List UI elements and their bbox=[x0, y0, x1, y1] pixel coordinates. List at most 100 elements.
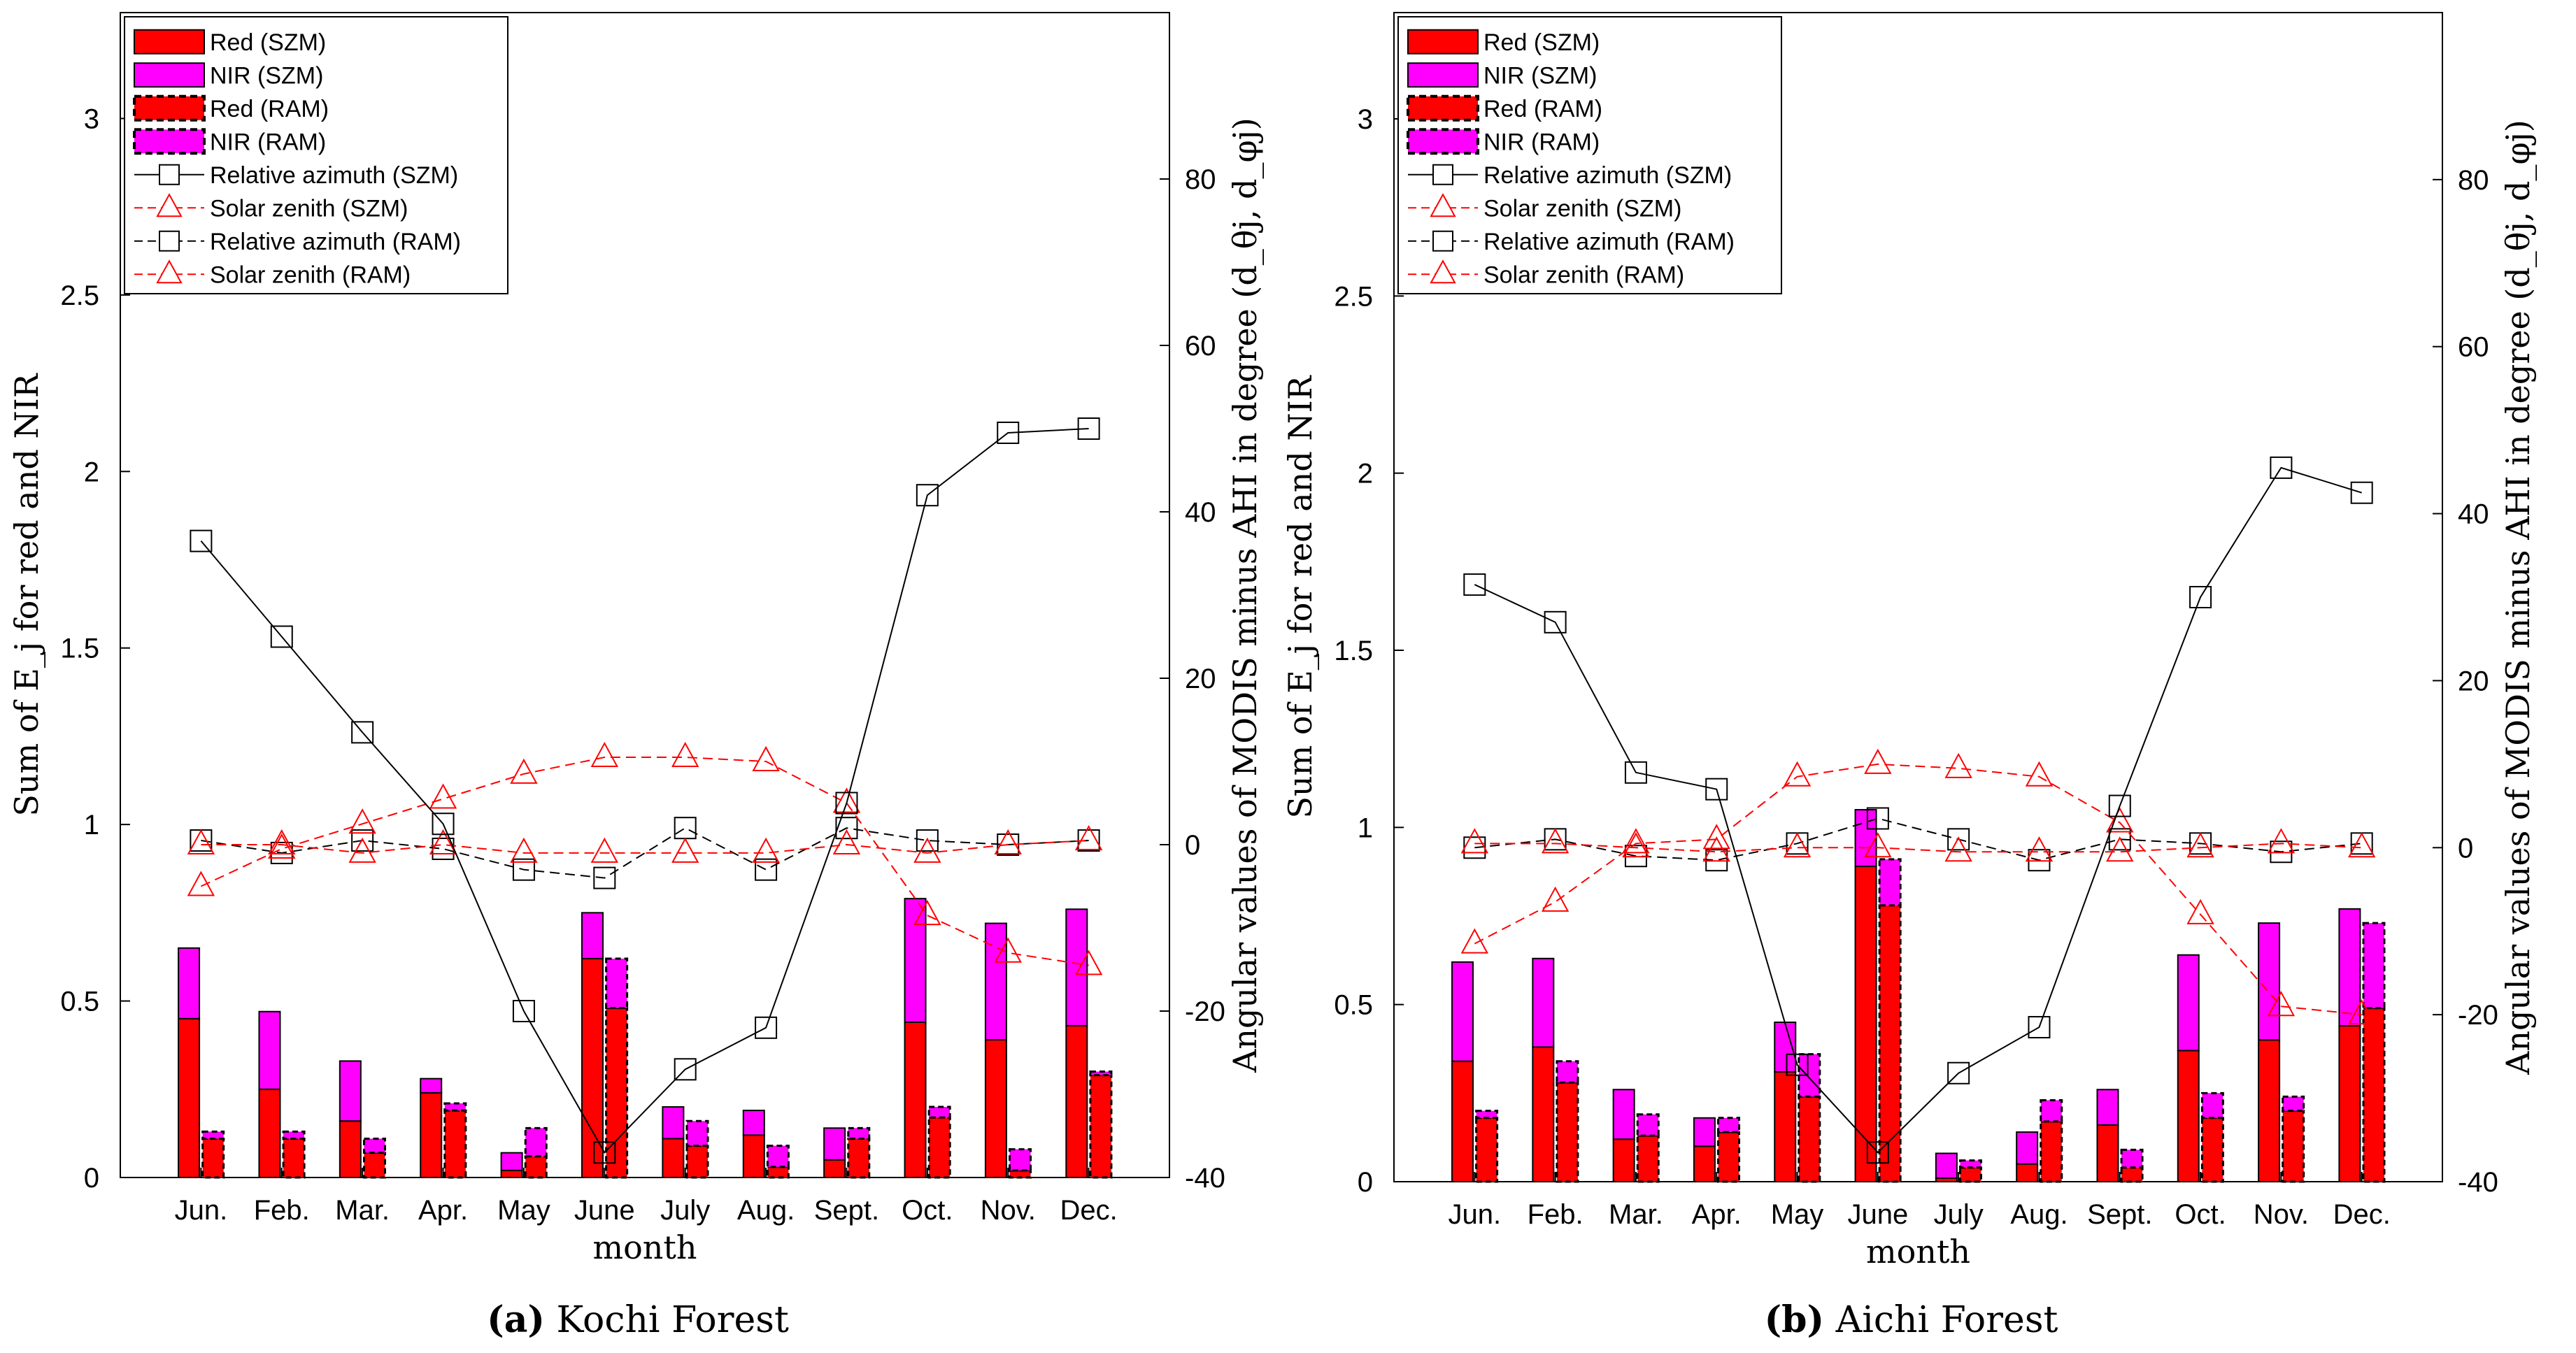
bar-nir-szm bbox=[420, 1078, 443, 1094]
legend-marker-square bbox=[1432, 164, 1453, 185]
marker-solar-zenith-szm bbox=[429, 783, 457, 809]
bar-red-ram bbox=[1636, 1134, 1660, 1183]
bar-nir-ram bbox=[1089, 1071, 1113, 1077]
marker-solar-zenith-szm bbox=[1944, 752, 1972, 778]
plot-frame bbox=[120, 12, 1170, 1178]
right-tick-label: 40 bbox=[2458, 499, 2489, 530]
line-relative-azimuth-szm bbox=[200, 428, 1089, 1154]
bar-red-ram bbox=[2282, 1110, 2305, 1183]
legend-label: Solar zenith (RAM) bbox=[1483, 262, 1684, 288]
bar-red-ram bbox=[1009, 1169, 1032, 1179]
marker-relative-azimuth-szm bbox=[512, 1000, 535, 1022]
bar-nir-ram bbox=[2362, 922, 2386, 1010]
marker-solar-zenith-szm bbox=[1622, 828, 1650, 854]
line-relative-azimuth-ram bbox=[1474, 817, 2362, 861]
bar-red-szm bbox=[2338, 1025, 2361, 1182]
bar-red-szm bbox=[984, 1039, 1007, 1179]
bar-red-szm bbox=[2258, 1039, 2281, 1183]
bar-nir-szm bbox=[1854, 809, 1877, 868]
x-tick-label: Apr. bbox=[1692, 1199, 1742, 1230]
legend-label: NIR (SZM) bbox=[210, 62, 323, 89]
left-tick-label: 1 bbox=[84, 810, 99, 840]
marker-relative-azimuth-szm bbox=[1786, 1053, 1809, 1076]
x-tick-label: July bbox=[660, 1195, 710, 1226]
marker-solar-zenith-szm bbox=[187, 871, 215, 896]
figure-caption: (a) Kochi Forest bbox=[487, 1298, 789, 1341]
bar-red-ram bbox=[2040, 1120, 2063, 1183]
marker-relative-azimuth-szm bbox=[674, 1058, 697, 1081]
marker-solar-zenith-szm bbox=[752, 745, 780, 771]
marker-solar-zenith-ram bbox=[2186, 832, 2214, 858]
legend: Red (SZM) NIR (SZM) Red (RAM) NIR (RAM) Rela… bbox=[1397, 16, 1782, 294]
line-relative-azimuth-ram bbox=[201, 827, 1089, 879]
marker-solar-zenith-ram bbox=[994, 829, 1022, 854]
legend-label: Relative azimuth (RAM) bbox=[1483, 229, 1735, 255]
bar-nir-szm bbox=[662, 1106, 685, 1140]
x-tick-label: June bbox=[1847, 1199, 1908, 1230]
legend-swatch bbox=[1407, 128, 1479, 155]
marker-relative-azimuth-ram bbox=[916, 829, 939, 852]
marker-solar-zenith-szm bbox=[1541, 886, 1570, 912]
marker-solar-zenith-szm bbox=[1702, 824, 1730, 850]
marker-solar-zenith-szm bbox=[2348, 999, 2376, 1025]
bar-red-szm bbox=[2177, 1050, 2200, 1182]
x-tick-label: Sept. bbox=[2087, 1199, 2152, 1230]
marker-relative-azimuth-szm bbox=[755, 1016, 778, 1039]
bar-nir-ram bbox=[605, 957, 629, 1010]
left-tick-label: 0.5 bbox=[60, 987, 99, 1017]
marker-relative-azimuth-ram bbox=[2270, 840, 2293, 864]
left-tick-label: 2.5 bbox=[60, 280, 99, 311]
legend-label: NIR (SZM) bbox=[1483, 62, 1597, 89]
left-tick-label: 0.5 bbox=[1334, 990, 1373, 1021]
legend-label: Relative azimuth (RAM) bbox=[210, 229, 461, 255]
bar-red-szm bbox=[1532, 1046, 1555, 1183]
left-tick-label: 2.5 bbox=[1334, 281, 1373, 312]
x-tick-label: May bbox=[497, 1195, 550, 1226]
bar-nir-ram bbox=[1636, 1113, 1660, 1137]
right-tick-label: -20 bbox=[2458, 1000, 2498, 1031]
marker-solar-zenith-szm bbox=[268, 833, 296, 859]
marker-solar-zenith-szm bbox=[1864, 748, 1892, 774]
bar-red-ram bbox=[1958, 1166, 1982, 1183]
bar-nir-szm bbox=[2096, 1089, 2119, 1126]
right-tick-label: 80 bbox=[1185, 164, 1216, 195]
x-tick-label: Mar. bbox=[1609, 1199, 1663, 1230]
bar-red-ram bbox=[2200, 1117, 2224, 1183]
legend-marker-square bbox=[159, 164, 180, 185]
bar-red-szm bbox=[1693, 1145, 1716, 1183]
legend-label: Solar zenith (SZM) bbox=[1483, 195, 1681, 222]
marker-relative-azimuth-ram bbox=[755, 858, 778, 881]
x-tick-label: Mar. bbox=[335, 1195, 390, 1226]
marker-solar-zenith-ram bbox=[187, 829, 215, 854]
x-axis-label: month bbox=[1866, 1233, 1970, 1270]
x-tick-label: July bbox=[1934, 1199, 1984, 1230]
marker-solar-zenith-ram bbox=[1864, 832, 1892, 858]
bar-red-ram bbox=[1475, 1117, 1499, 1183]
right-tick-label: 80 bbox=[2458, 165, 2489, 196]
bar-nir-szm bbox=[1532, 957, 1555, 1048]
marker-relative-azimuth-ram bbox=[674, 817, 697, 840]
bar-nir-ram bbox=[524, 1126, 548, 1158]
y-axis-label-left: Sum of E_j for red and NIR bbox=[1281, 375, 1319, 818]
caption-text: Kochi Forest bbox=[545, 1299, 789, 1341]
marker-relative-azimuth-szm bbox=[916, 484, 939, 507]
legend-marker-triangle bbox=[156, 193, 183, 217]
left-tick-label: 3 bbox=[84, 103, 99, 134]
marker-relative-azimuth-szm bbox=[1624, 761, 1647, 784]
marker-relative-azimuth-szm bbox=[2028, 1016, 2051, 1039]
bar-nir-szm bbox=[2258, 922, 2281, 1041]
marker-relative-azimuth-szm bbox=[432, 812, 455, 836]
marker-solar-zenith-ram bbox=[1622, 832, 1650, 858]
left-tick-label: 2 bbox=[1358, 459, 1373, 489]
legend-label: Relative azimuth (SZM) bbox=[1483, 162, 1732, 189]
right-tick-label: -40 bbox=[2458, 1167, 2498, 1198]
line-solar-zenith-ram bbox=[1474, 843, 2362, 853]
bar-red-szm bbox=[2016, 1163, 2039, 1182]
right-tick-label: -40 bbox=[1185, 1163, 1225, 1194]
line-solar-zenith-szm bbox=[200, 757, 1089, 966]
legend-label: Relative azimuth (SZM) bbox=[210, 162, 458, 189]
bar-nir-ram bbox=[201, 1130, 225, 1140]
marker-solar-zenith-szm bbox=[1460, 928, 1488, 954]
marker-solar-zenith-ram bbox=[2348, 832, 2376, 858]
